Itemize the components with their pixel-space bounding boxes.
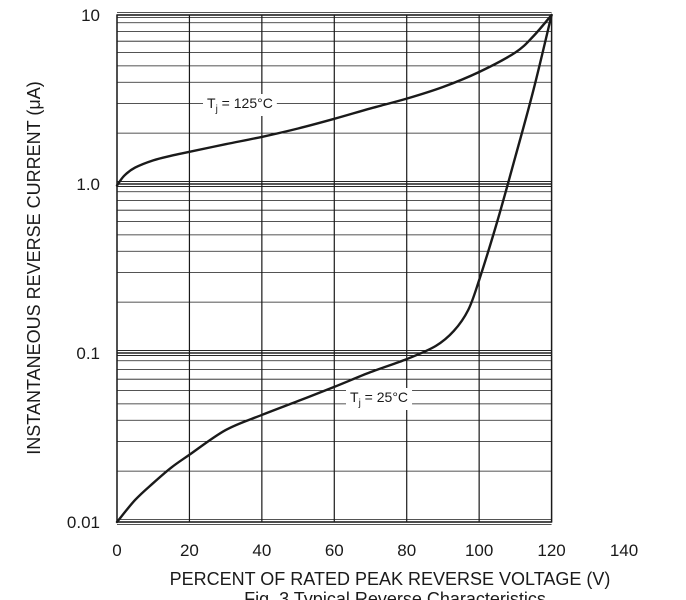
y-tick-label: 0.01 [67, 513, 100, 532]
series-label-bg-25c [346, 388, 413, 410]
x-tick-labels: 0 20 40 60 80 100 120 140 [112, 541, 638, 560]
series-line-125c [115, 13, 553, 187]
x-tick-label: 20 [180, 541, 199, 560]
x-tick-label: 80 [397, 541, 416, 560]
grid [116, 12, 553, 525]
x-tick-label: 140 [610, 541, 638, 560]
x-tick-label: 40 [252, 541, 271, 560]
annotations: Tj = 125°C Tj = 25°C [203, 94, 413, 410]
series-label-25c: Tj = 25°C [350, 389, 408, 409]
curves [115, 13, 553, 524]
x-tick-label: 0 [112, 541, 121, 560]
plot-frame [116, 14, 553, 523]
x-tick-label: 60 [325, 541, 344, 560]
x-axis-label: PERCENT OF RATED PEAK REVERSE VOLTAGE (V… [170, 569, 611, 589]
series-label-125c: Tj = 125°C [207, 95, 273, 115]
figure-caption: Fig. 3 Typical Reverse Characteristics [244, 589, 546, 600]
x-tick-label: 120 [537, 541, 565, 560]
y-axis-label: INSTANTANEOUS REVERSE CURRENT (μA) [24, 81, 44, 454]
y-tick-label: 1.0 [76, 175, 100, 194]
series-label-bg-125c [203, 94, 277, 116]
series-line-25c [115, 13, 553, 524]
y-tick-label: 0.1 [76, 344, 100, 363]
y-tick-labels: 0.01 0.1 1.0 10 [67, 6, 100, 532]
y-tick-label: 10 [81, 6, 100, 25]
x-tick-label: 100 [465, 541, 493, 560]
